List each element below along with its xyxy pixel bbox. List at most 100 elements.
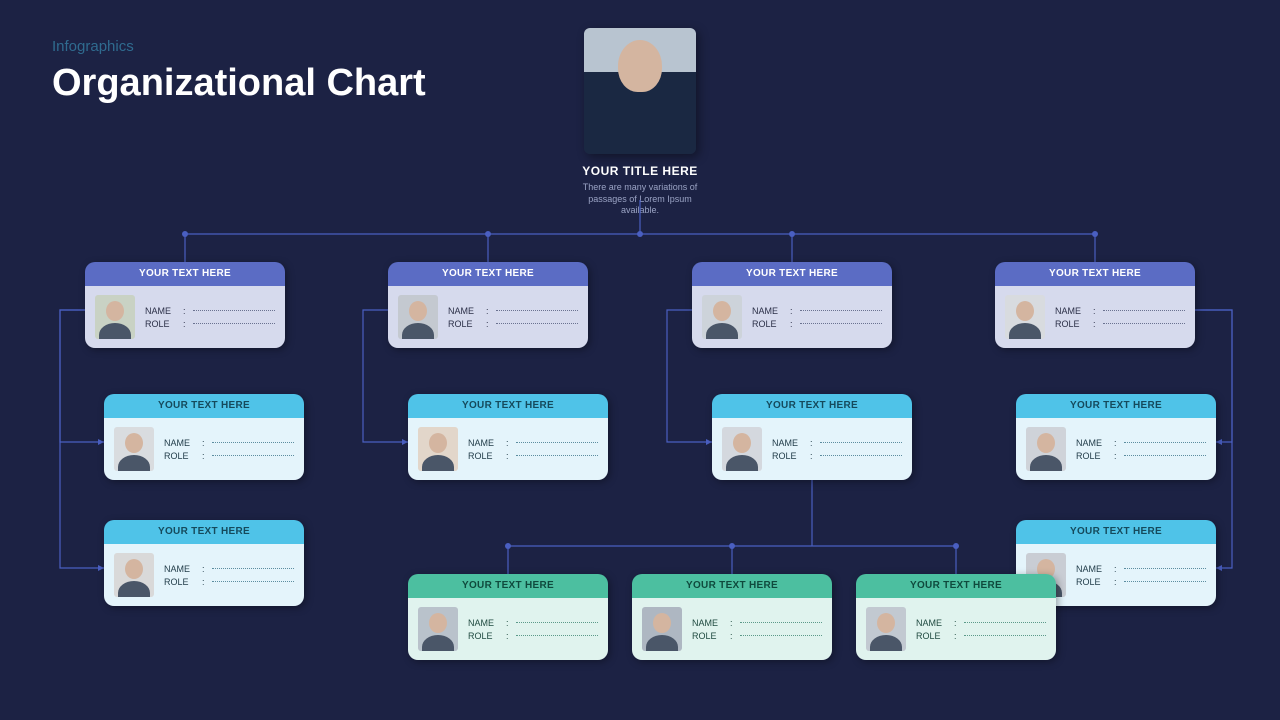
- card-body: NAME: ROLE:: [104, 544, 304, 606]
- card-field-row: ROLE:: [772, 451, 902, 461]
- org-card: YOUR TEXT HERE NAME: ROLE:: [408, 574, 608, 660]
- top-person-title: YOUR TITLE HERE: [576, 164, 704, 178]
- field-label: NAME: [752, 306, 786, 316]
- page-title: Organizational Chart: [52, 62, 426, 105]
- field-label: NAME: [1055, 306, 1089, 316]
- card-body: NAME: ROLE:: [712, 418, 912, 480]
- field-value-placeholder: [800, 310, 882, 311]
- card-field-row: NAME:: [692, 618, 822, 628]
- top-person-desc: There are many variations of passages of…: [576, 182, 704, 217]
- field-value-placeholder: [496, 323, 578, 324]
- card-fields: NAME: ROLE:: [772, 435, 902, 464]
- avatar: [642, 607, 682, 651]
- card-header: YOUR TEXT HERE: [632, 574, 832, 598]
- card-body: NAME: ROLE:: [632, 598, 832, 660]
- field-value-placeholder: [1103, 323, 1185, 324]
- card-header: YOUR TEXT HERE: [104, 520, 304, 544]
- field-value-placeholder: [496, 310, 578, 311]
- card-field-row: ROLE:: [468, 631, 598, 641]
- card-header: YOUR TEXT HERE: [408, 394, 608, 418]
- org-card: YOUR TEXT HERENAME:ROLE:: [85, 262, 285, 348]
- field-label: ROLE: [164, 451, 198, 461]
- field-label: NAME: [1076, 438, 1110, 448]
- field-value-placeholder: [516, 455, 598, 456]
- card-body: NAME:ROLE:: [995, 286, 1195, 348]
- card-field-row: NAME:: [1076, 564, 1206, 574]
- card-field-row: ROLE:: [1076, 451, 1206, 461]
- card-field-row: ROLE:: [692, 631, 822, 641]
- top-avatar: [584, 28, 696, 154]
- field-value-placeholder: [820, 442, 902, 443]
- field-label: NAME: [448, 306, 482, 316]
- field-value-placeholder: [820, 455, 902, 456]
- field-label: ROLE: [692, 631, 726, 641]
- field-value-placeholder: [1124, 442, 1206, 443]
- card-body: NAME: ROLE:: [408, 598, 608, 660]
- field-label: ROLE: [1055, 319, 1089, 329]
- card-field-row: NAME:: [468, 618, 598, 628]
- org-card: YOUR TEXT HERE NAME: ROLE:: [856, 574, 1056, 660]
- card-field-row: NAME:: [772, 438, 902, 448]
- field-value-placeholder: [516, 622, 598, 623]
- field-label: NAME: [916, 618, 950, 628]
- card-field-row: ROLE:: [145, 319, 275, 329]
- card-header: YOUR TEXT HERE: [408, 574, 608, 598]
- card-body: NAME: ROLE:: [856, 598, 1056, 660]
- org-card: YOUR TEXT HERE NAME: ROLE:: [712, 394, 912, 480]
- card-field-row: ROLE:: [1055, 319, 1185, 329]
- field-label: NAME: [692, 618, 726, 628]
- card-body: NAME: ROLE:: [85, 286, 285, 348]
- card-fields: NAME: ROLE:: [164, 561, 294, 590]
- card-field-row: NAME:: [1076, 438, 1206, 448]
- card-body: NAME:ROLE:: [408, 418, 608, 480]
- card-fields: NAME:ROLE:: [752, 303, 882, 332]
- card-body: NAME:ROLE:: [388, 286, 588, 348]
- field-value-placeholder: [1124, 568, 1206, 569]
- card-field-row: ROLE:: [916, 631, 1046, 641]
- field-value-placeholder: [800, 323, 882, 324]
- card-fields: NAME: ROLE:: [1076, 435, 1206, 464]
- top-person-card: YOUR TITLE HERE There are many variation…: [576, 28, 704, 217]
- field-value-placeholder: [964, 635, 1046, 636]
- field-value-placeholder: [1103, 310, 1185, 311]
- card-field-row: ROLE:: [1076, 577, 1206, 587]
- field-label: ROLE: [145, 319, 179, 329]
- field-value-placeholder: [212, 581, 294, 582]
- org-card: YOUR TEXT HERENAME:ROLE:: [995, 262, 1195, 348]
- org-card: YOUR TEXT HERE NAME: ROLE:: [104, 520, 304, 606]
- avatar: [1026, 427, 1066, 471]
- field-label: ROLE: [468, 631, 502, 641]
- card-field-row: ROLE:: [164, 577, 294, 587]
- field-label: ROLE: [448, 319, 482, 329]
- card-field-row: NAME:: [145, 306, 275, 316]
- card-fields: NAME: ROLE:: [1076, 561, 1206, 590]
- card-field-row: NAME:: [916, 618, 1046, 628]
- avatar: [866, 607, 906, 651]
- field-label: ROLE: [752, 319, 786, 329]
- card-header: YOUR TEXT HERE: [692, 262, 892, 286]
- avatar: [722, 427, 762, 471]
- card-field-row: NAME:: [164, 564, 294, 574]
- card-fields: NAME: ROLE:: [145, 303, 275, 332]
- field-value-placeholder: [516, 442, 598, 443]
- avatar: [702, 295, 742, 339]
- card-fields: NAME:ROLE:: [448, 303, 578, 332]
- card-header: YOUR TEXT HERE: [388, 262, 588, 286]
- card-field-row: NAME:: [752, 306, 882, 316]
- org-card: YOUR TEXT HERENAME:ROLE:: [692, 262, 892, 348]
- field-value-placeholder: [193, 310, 275, 311]
- field-value-placeholder: [212, 442, 294, 443]
- card-fields: NAME:ROLE:: [164, 435, 294, 464]
- card-header: YOUR TEXT HERE: [995, 262, 1195, 286]
- card-header: YOUR TEXT HERE: [712, 394, 912, 418]
- field-label: NAME: [772, 438, 806, 448]
- card-header: YOUR TEXT HERE: [1016, 520, 1216, 544]
- field-label: ROLE: [772, 451, 806, 461]
- card-header: YOUR TEXT HERE: [856, 574, 1056, 598]
- field-value-placeholder: [1124, 455, 1206, 456]
- card-field-row: ROLE:: [164, 451, 294, 461]
- field-label: ROLE: [1076, 577, 1110, 587]
- org-card: YOUR TEXT HERENAME:ROLE:: [104, 394, 304, 480]
- field-label: NAME: [145, 306, 179, 316]
- avatar: [95, 295, 135, 339]
